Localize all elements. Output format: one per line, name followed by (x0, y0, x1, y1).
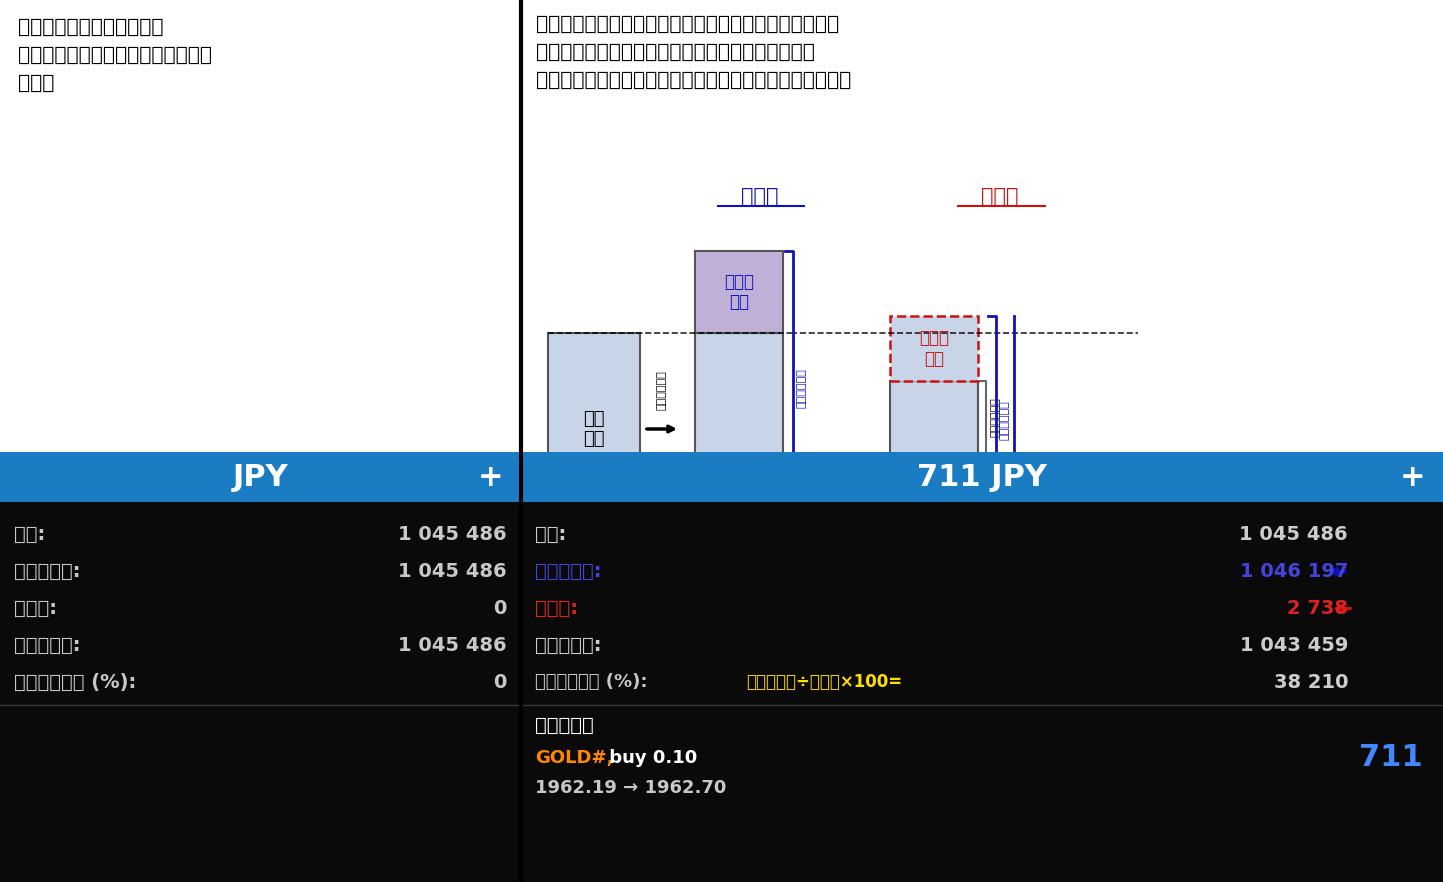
Text: 必要
証拠金: 必要 証拠金 (726, 477, 753, 509)
Text: 38 210: 38 210 (1274, 673, 1348, 692)
Text: 0: 0 (494, 599, 506, 618)
Text: 残高:: 残高: (535, 525, 566, 544)
Bar (521, 502, 1443, 882)
Text: 0: 0 (494, 673, 506, 692)
Bar (0, 452, 521, 502)
Text: 1 043 459: 1 043 459 (1240, 636, 1348, 655)
Text: +: + (1400, 462, 1426, 491)
Text: 残高:: 残高: (14, 525, 45, 544)
Text: 証拠金:: 証拠金: (535, 599, 579, 618)
Bar (696, 461, 784, 525)
Text: 余剰証拠金額: 余剰証拠金額 (991, 397, 1001, 437)
Bar (149, 464, 255, 614)
Text: 有効証拠金:: 有効証拠金: (535, 562, 602, 581)
Text: 口座
資金: 口座 資金 (583, 409, 605, 448)
Text: ポジションが無い場合は、
口座資金＝有効証拠金＝余剰証拠金
です。: ポジションが無い場合は、 口座資金＝有効証拠金＝余剰証拠金 です。 (17, 18, 212, 93)
Text: 1 045 486: 1 045 486 (398, 525, 506, 544)
Bar (696, 251, 784, 333)
Bar (0, 502, 521, 882)
Text: ポジション: ポジション (535, 715, 593, 735)
Text: 余剰証拠金:: 余剰証拠金: (535, 636, 602, 655)
Text: 証拠金:: 証拠金: (14, 599, 58, 618)
Text: JPY: JPY (232, 462, 289, 491)
Text: 1962.19 → 1962.70: 1962.19 → 1962.70 (535, 779, 726, 797)
Bar (521, 452, 1443, 502)
Text: 1 045 486: 1 045 486 (398, 562, 506, 581)
Text: ポジションの損益によって、有効証拠金は増減します。
有効証拠金は、損益も含んだ口座残高を示します。
余剰証拠金は、有効証拠金から証拠金を除いた資金です。: ポジションの損益によって、有効証拠金は増減します。 有効証拠金は、損益も含んだ口… (535, 15, 851, 90)
Text: 含み益: 含み益 (742, 187, 779, 207)
Bar (548, 333, 641, 525)
Text: 有効証拠金額: 有効証拠金額 (1000, 400, 1010, 440)
Text: 余剰証拠金:: 余剰証拠金: (14, 636, 81, 655)
Text: 有効証拠金÷証拠金×100=: 有効証拠金÷証拠金×100= (746, 674, 902, 691)
Text: 含み損: 含み損 (981, 187, 1019, 207)
Text: 2 738: 2 738 (1287, 599, 1348, 618)
Text: GOLD#,: GOLD#, (535, 749, 613, 767)
Bar (696, 333, 784, 461)
Bar (890, 316, 978, 381)
Text: 未決済
損失: 未決済 損失 (919, 329, 949, 368)
Text: 有効証拠金額: 有効証拠金額 (797, 368, 807, 407)
Bar (302, 464, 421, 614)
Text: 証拠金維持率 (%):: 証拠金維持率 (%): (535, 674, 648, 691)
Text: 711: 711 (1359, 744, 1423, 773)
Text: 未決済
利益: 未決済 利益 (724, 273, 755, 311)
Text: 有効証
拠金
・
余剰証
拠金: 有効証 拠金 ・ 余剰証 拠金 (346, 489, 377, 589)
Text: 1 045 486: 1 045 486 (1240, 525, 1348, 544)
Bar (890, 381, 978, 461)
Text: +: + (478, 462, 504, 491)
Text: 有効証拠金:: 有効証拠金: (14, 562, 81, 581)
Bar (890, 461, 978, 525)
Text: 1 045 486: 1 045 486 (398, 636, 506, 655)
Text: 余剰証拠金額: 余剰証拠金額 (657, 370, 667, 410)
Text: 証拠金維持率 (%):: 証拠金維持率 (%): (14, 673, 136, 692)
Text: 1 046 197: 1 046 197 (1240, 562, 1348, 581)
Text: buy 0.10: buy 0.10 (603, 749, 697, 767)
Text: 口座
資金: 口座 資金 (190, 519, 214, 559)
Text: ＝: ＝ (268, 525, 284, 553)
Text: 711 JPY: 711 JPY (918, 462, 1048, 491)
Text: 必要
証拠金: 必要 証拠金 (921, 477, 948, 509)
